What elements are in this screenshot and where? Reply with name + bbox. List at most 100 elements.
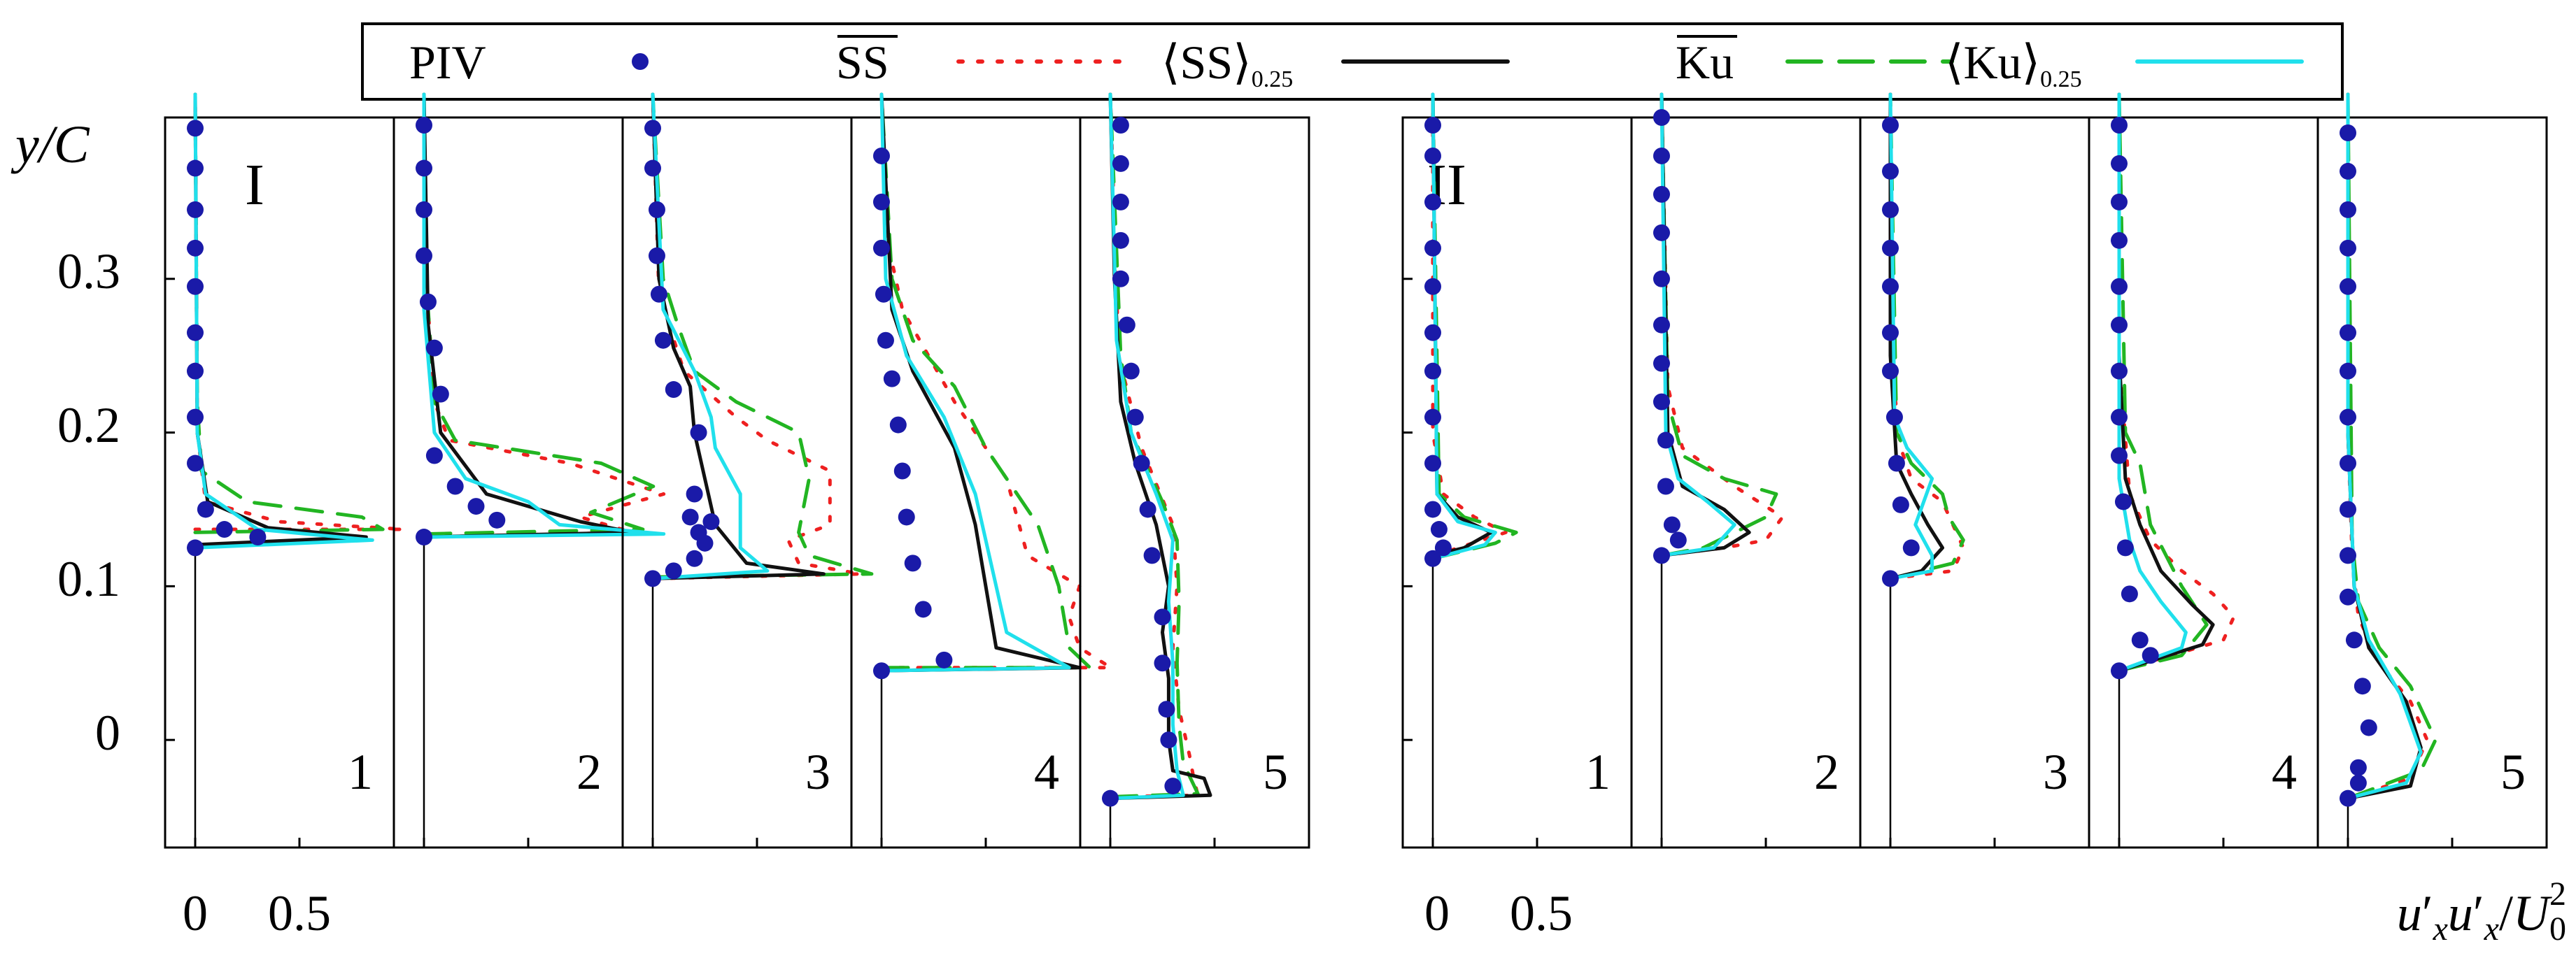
piv-point [1102,789,1119,807]
y-axis-title-text: y/C [10,115,90,174]
piv-point [419,293,437,310]
piv-point [1888,455,1905,472]
piv-point [187,362,204,380]
piv-point [416,529,432,546]
piv-point [1657,431,1674,449]
piv-point [187,120,204,137]
series-line-ss-bar [879,92,1113,670]
piv-point [873,662,890,680]
piv-point [1653,147,1670,164]
piv-point [2340,408,2356,426]
piv-point [1882,239,1899,257]
piv-point [1657,478,1674,495]
panel-II-3: 3 [1859,92,2068,848]
piv-point [2121,585,2138,603]
piv-point [1158,701,1175,718]
panel-I-3: 3 [621,92,874,848]
piv-point [1424,239,1441,257]
piv-point [1112,116,1129,134]
piv-point [1653,316,1670,334]
piv-point [2111,362,2128,380]
piv-point [1424,116,1441,134]
piv-point [654,331,672,349]
piv-point [1112,231,1129,249]
legend-entry-ku_025: ⟨Ku⟩0.25 [1945,36,2304,92]
piv-point [2111,662,2128,680]
piv-point [1882,162,1899,180]
series-line-ss-025 [193,92,368,547]
piv-point [2111,408,2128,426]
group-I: 1 2 3 4 5 [164,92,1310,849]
piv-point [2340,547,2356,564]
piv-point [665,381,682,399]
piv-point [2111,116,2128,134]
piv-point [702,513,720,531]
panel-I-4: 4 [850,92,1113,848]
piv-point [2360,719,2377,736]
series-line-ku-bar [1888,92,1965,580]
piv-point [2349,759,2367,776]
series-line-ss-bar [193,92,406,531]
piv-point [2111,316,2128,334]
piv-point [644,159,661,177]
panel-number-label: 2 [1814,744,1839,800]
piv-point [690,524,707,541]
panel-number-label: 1 [1585,744,1611,800]
series-line-ku-bar [2117,92,2209,673]
piv-point [1669,531,1687,549]
piv-point [1139,501,1156,518]
panel-I-2: 2 [392,92,666,848]
y-tick-label: 0 [95,705,120,761]
piv-point [1653,355,1670,372]
piv-point [1653,393,1670,410]
x-tick-label: 0.5 [1510,885,1573,941]
panel-I-5: 5 [1079,92,1288,848]
piv-point [1424,455,1441,472]
piv-point [1663,516,1680,534]
piv-point [935,651,953,669]
piv-point [1882,324,1899,341]
legend-marker [632,53,649,70]
piv-point [1424,278,1441,295]
piv-point [2111,193,2128,210]
piv-point [416,201,432,218]
piv-point [681,508,699,526]
legend-label: ⟨SS⟩0.25 [1161,36,1293,92]
piv-point [686,485,703,503]
series-line-ku-bar [2346,92,2437,801]
piv-point [1112,270,1129,287]
piv-point [2340,201,2356,218]
y-tick-label: 0.3 [57,243,120,299]
piv-point [1118,316,1135,334]
panel-number-label: 3 [805,744,830,800]
piv-point [1882,201,1899,218]
series-line-ss-bar [651,92,863,580]
piv-point [1154,608,1171,626]
piv-point [644,120,661,137]
piv-point [873,239,890,257]
series-line-ku-025 [1108,92,1185,801]
piv-point [1424,362,1441,380]
piv-point [1653,185,1670,203]
panel-number-label: 3 [2043,744,2068,800]
series-line-ku-bar [1659,92,1778,557]
piv-point [1430,521,1448,538]
panel-II-2: 2 [1630,92,1839,848]
piv-point [1653,224,1670,241]
piv-point [1882,570,1899,587]
panel-number-label: 2 [576,744,602,800]
piv-point [1143,547,1161,564]
piv-point [1112,193,1129,210]
piv-point [648,201,665,218]
piv-point [2111,231,2128,249]
legend-label: Ku [1676,36,1734,89]
piv-point [2340,239,2356,257]
series-line-ss-025 [422,92,635,539]
piv-point [2116,539,2134,557]
piv-point [1164,778,1182,795]
x-tick-labels-group-I: 0 0.5 [183,885,331,941]
legend-label: SS [836,36,889,89]
piv-point [873,147,890,164]
piv-point [1653,270,1670,287]
